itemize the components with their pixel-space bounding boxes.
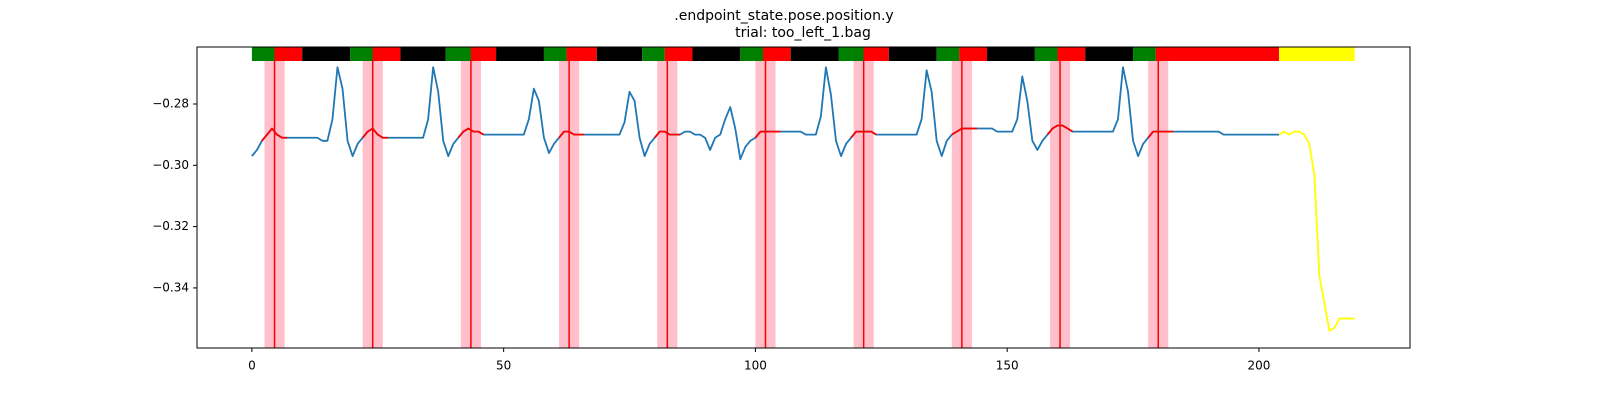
phase-segment <box>790 47 839 61</box>
phase-segment <box>470 47 497 61</box>
phase-segment <box>1085 47 1134 61</box>
x-tick-label: 150 <box>996 359 1019 373</box>
x-tick-label: 0 <box>248 359 256 373</box>
phase-segment <box>1057 47 1086 61</box>
x-tick-label: 50 <box>496 359 511 373</box>
axes-frame <box>196 46 1411 349</box>
phase-segment <box>863 47 889 61</box>
phase-segment <box>566 47 597 61</box>
data-line <box>261 124 1174 142</box>
phase-segment <box>959 47 988 61</box>
phase-segment <box>740 47 763 61</box>
y-tick-label: −0.32 <box>152 219 189 233</box>
phase-segment <box>1034 47 1058 61</box>
phase-segment <box>350 47 373 61</box>
phase-segment <box>274 47 303 61</box>
phase-segment <box>445 47 471 61</box>
x-tick-label: 200 <box>1247 359 1270 373</box>
phase-segment <box>838 47 864 61</box>
phase-segment <box>496 47 544 61</box>
y-tick-label: −0.30 <box>152 158 189 172</box>
phase-segment <box>543 47 567 61</box>
phase-segment <box>400 47 446 61</box>
x-tick-label: 100 <box>744 359 767 373</box>
phase-segment <box>1133 47 1156 61</box>
phase-segment <box>1279 47 1355 61</box>
y-tick-label: −0.34 <box>152 280 189 294</box>
phase-segment <box>692 47 741 61</box>
phase-segment <box>642 47 665 61</box>
phase-segment <box>987 47 1035 61</box>
phase-segment <box>888 47 937 61</box>
phase-segment <box>251 47 275 61</box>
y-tick-label: −0.28 <box>152 97 189 111</box>
phase-segment <box>664 47 693 61</box>
chart-title: .endpoint_state.pose.position.y <box>674 8 893 24</box>
phase-segment <box>762 47 791 61</box>
data-line <box>1278 130 1355 332</box>
phase-segment <box>372 47 401 61</box>
phase-segment <box>936 47 960 61</box>
phase-segment <box>302 47 351 61</box>
phase-segment <box>1155 47 1280 61</box>
phase-segment <box>596 47 643 61</box>
chart-subtitle: trial: too_left_1.bag <box>735 25 871 41</box>
